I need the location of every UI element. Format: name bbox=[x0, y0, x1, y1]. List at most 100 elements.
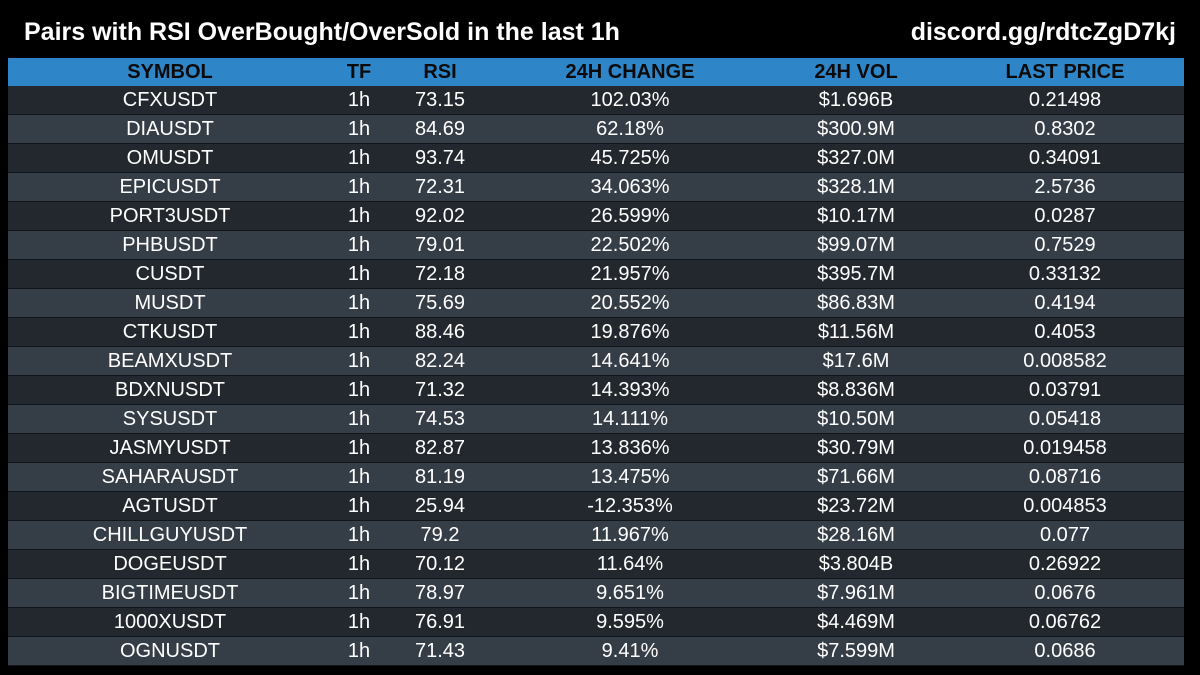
symbol-cell: BEAMXUSDT bbox=[107, 349, 233, 372]
price-cell: 0.7529 bbox=[1034, 233, 1096, 256]
rsi-cell: 79.2 bbox=[420, 523, 460, 546]
tf-cell: 1h bbox=[347, 349, 371, 372]
symbol-cell: DIAUSDT bbox=[126, 117, 214, 140]
price-cell: 0.05418 bbox=[1028, 407, 1102, 430]
volume-cell: $1.696B bbox=[818, 88, 894, 111]
volume-cell: $4.469M bbox=[817, 610, 895, 633]
change-cell: 9.651% bbox=[596, 581, 664, 604]
price-cell: 0.03791 bbox=[1028, 378, 1102, 401]
discord-link[interactable]: discord.gg/rdtcZgD7kj bbox=[910, 18, 1176, 46]
change-cell: 13.836% bbox=[590, 436, 670, 459]
rsi-cell: 73.15 bbox=[414, 88, 466, 111]
symbol-cell: CUSDT bbox=[135, 262, 205, 285]
rsi-cell: 92.02 bbox=[414, 204, 466, 227]
table-row: 1000XUSDT 1h 76.91 9.595% $4.469M 0.06762 bbox=[8, 608, 1184, 637]
tf-cell: 1h bbox=[347, 320, 371, 343]
column-header-tf[interactable]: TF bbox=[346, 60, 372, 83]
volume-cell: $7.599M bbox=[817, 639, 895, 662]
tf-cell: 1h bbox=[347, 494, 371, 517]
price-cell: 0.077 bbox=[1039, 523, 1091, 546]
symbol-cell: CFXUSDT bbox=[122, 88, 218, 111]
price-cell: 0.4053 bbox=[1034, 320, 1096, 343]
volume-cell: $10.17M bbox=[817, 204, 895, 227]
volume-cell: $71.66M bbox=[817, 465, 895, 488]
price-cell: 0.0287 bbox=[1034, 204, 1096, 227]
column-header-24h-change[interactable]: 24H CHANGE bbox=[565, 60, 695, 83]
table-row: CFXUSDT 1h 73.15 102.03% $1.696B 0.21498 bbox=[8, 86, 1184, 115]
rsi-cell: 76.91 bbox=[414, 610, 466, 633]
tf-cell: 1h bbox=[347, 639, 371, 662]
column-header-symbol[interactable]: SYMBOL bbox=[127, 60, 213, 83]
table-row: PORT3USDT 1h 92.02 26.599% $10.17M 0.0287 bbox=[8, 202, 1184, 231]
rsi-cell: 81.19 bbox=[414, 465, 466, 488]
change-cell: 45.725% bbox=[590, 146, 670, 169]
symbol-cell: OGNUSDT bbox=[120, 639, 220, 662]
tf-cell: 1h bbox=[347, 465, 371, 488]
symbol-cell: PHBUSDT bbox=[122, 233, 218, 256]
price-cell: 0.8302 bbox=[1034, 117, 1096, 140]
tf-cell: 1h bbox=[347, 291, 371, 314]
volume-cell: $8.836M bbox=[817, 378, 895, 401]
table-row: DIAUSDT 1h 84.69 62.18% $300.9M 0.8302 bbox=[8, 115, 1184, 144]
table-row: SAHARAUSDT 1h 81.19 13.475% $71.66M 0.08716 bbox=[8, 463, 1184, 492]
change-cell: 11.64% bbox=[596, 552, 664, 575]
volume-cell: $17.6M bbox=[822, 349, 890, 372]
volume-cell: $300.9M bbox=[817, 117, 895, 140]
change-cell: 11.967% bbox=[591, 523, 669, 546]
rsi-cell: 71.32 bbox=[414, 378, 466, 401]
price-cell: 0.019458 bbox=[1023, 436, 1107, 459]
change-cell: 14.641% bbox=[590, 349, 670, 372]
change-cell: 14.111% bbox=[592, 407, 668, 430]
table-row: DOGEUSDT 1h 70.12 11.64% $3.804B 0.26922 bbox=[8, 550, 1184, 579]
price-cell: 0.0686 bbox=[1034, 639, 1096, 662]
volume-cell: $28.16M bbox=[817, 523, 895, 546]
column-header-last-price[interactable]: LAST PRICE bbox=[1005, 60, 1125, 83]
symbol-cell: JASMYUSDT bbox=[109, 436, 231, 459]
table-row: OMUSDT 1h 93.74 45.725% $327.0M 0.34091 bbox=[8, 144, 1184, 173]
tf-cell: 1h bbox=[347, 175, 371, 198]
page-title: Pairs with RSI OverBought/OverSold in th… bbox=[24, 18, 620, 46]
volume-cell: $395.7M bbox=[817, 262, 895, 285]
change-cell: 13.475% bbox=[590, 465, 670, 488]
table-header-row: SYMBOL TF RSI 24H CHANGE 24H VOL LAST PR… bbox=[8, 58, 1184, 86]
volume-cell: $99.07M bbox=[817, 233, 895, 256]
tf-cell: 1h bbox=[347, 523, 371, 546]
rsi-cell: 79.01 bbox=[414, 233, 466, 256]
tf-cell: 1h bbox=[347, 146, 371, 169]
top-bar: Pairs with RSI OverBought/OverSold in th… bbox=[0, 0, 1200, 58]
column-header-rsi[interactable]: RSI bbox=[423, 60, 457, 83]
change-cell: 20.552% bbox=[590, 291, 670, 314]
tf-cell: 1h bbox=[347, 262, 371, 285]
volume-cell: $3.804B bbox=[818, 552, 894, 575]
column-header-24h-vol[interactable]: 24H VOL bbox=[814, 60, 898, 83]
table-body: CFXUSDT 1h 73.15 102.03% $1.696B 0.21498 DIAUS… bbox=[8, 86, 1184, 666]
volume-cell: $328.1M bbox=[817, 175, 895, 198]
tf-cell: 1h bbox=[347, 204, 371, 227]
table-row: OGNUSDT 1h 71.43 9.41% $7.599M 0.0686 bbox=[8, 637, 1184, 666]
volume-cell: $11.56M bbox=[817, 320, 895, 343]
symbol-cell: AGTUSDT bbox=[122, 494, 218, 517]
price-cell: 0.08716 bbox=[1028, 465, 1102, 488]
price-cell: 0.0676 bbox=[1034, 581, 1096, 604]
price-cell: 0.26922 bbox=[1028, 552, 1102, 575]
change-cell: 102.03% bbox=[590, 88, 670, 111]
table-row: SYSUSDT 1h 74.53 14.111% $10.50M 0.05418 bbox=[8, 405, 1184, 434]
tf-cell: 1h bbox=[347, 378, 371, 401]
rsi-cell: 84.69 bbox=[414, 117, 466, 140]
change-cell: -12.353% bbox=[587, 494, 673, 517]
price-cell: 0.06762 bbox=[1028, 610, 1102, 633]
volume-cell: $327.0M bbox=[817, 146, 895, 169]
symbol-cell: SAHARAUSDT bbox=[101, 465, 239, 488]
tf-cell: 1h bbox=[347, 436, 371, 459]
price-cell: 0.008582 bbox=[1023, 349, 1107, 372]
rsi-cell: 74.53 bbox=[414, 407, 466, 430]
rsi-cell: 82.24 bbox=[414, 349, 466, 372]
tf-cell: 1h bbox=[347, 117, 371, 140]
rsi-cell: 78.97 bbox=[414, 581, 466, 604]
change-cell: 26.599% bbox=[590, 204, 670, 227]
table-row: CTKUSDT 1h 88.46 19.876% $11.56M 0.4053 bbox=[8, 318, 1184, 347]
symbol-cell: CTKUSDT bbox=[122, 320, 218, 343]
price-cell: 0.4194 bbox=[1034, 291, 1096, 314]
rsi-table: SYMBOL TF RSI 24H CHANGE 24H VOL LAST PR… bbox=[8, 58, 1184, 666]
table-row: CHILLGUYUSDT 1h 79.2 11.967% $28.16M 0.077 bbox=[8, 521, 1184, 550]
